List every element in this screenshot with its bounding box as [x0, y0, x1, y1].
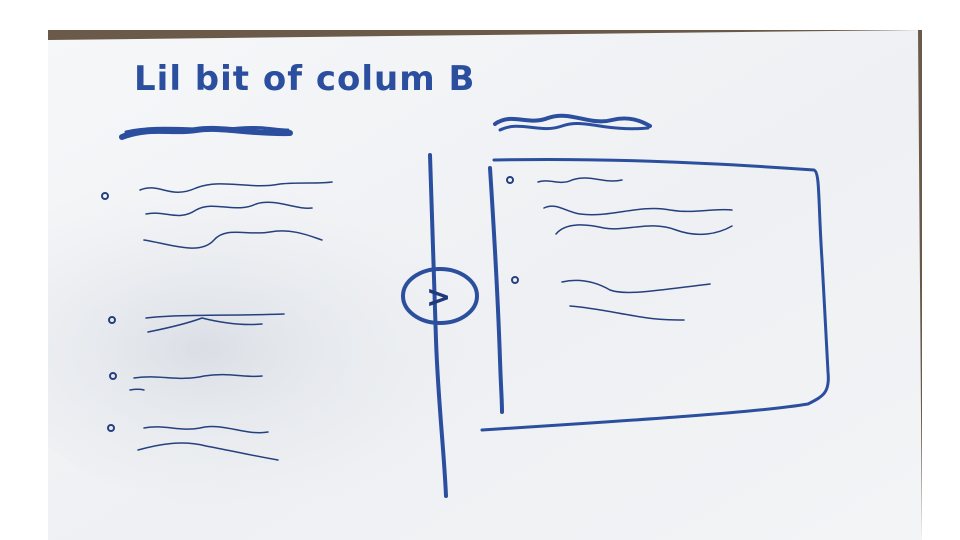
- bullet-icon: [108, 316, 116, 324]
- bullet-icon: [506, 176, 514, 184]
- left-list: [101, 181, 333, 461]
- left-heading-scribble: [119, 125, 293, 140]
- bullet-icon: [107, 424, 115, 432]
- column-b-panel: [480, 157, 830, 432]
- panel-list-item: [506, 176, 733, 236]
- left-margin: [0, 0, 48, 540]
- collapse-toggle[interactable]: >: [401, 267, 479, 325]
- shadow-area: [0, 140, 620, 520]
- sketch-title: Lil bit of colum B: [134, 59, 475, 99]
- bullet-icon: [511, 276, 519, 284]
- bullet-icon: [101, 192, 109, 200]
- list-item: [101, 181, 333, 249]
- list-item: [108, 313, 285, 333]
- bullet-icon: [109, 372, 117, 380]
- chevron-right-icon[interactable]: >: [426, 280, 451, 315]
- list-item: [109, 372, 263, 391]
- column-divider: [428, 153, 448, 498]
- top-margin: [0, 0, 960, 30]
- right-heading-scribble: [493, 113, 652, 132]
- panel-border: [480, 157, 830, 432]
- list-item: [107, 424, 279, 461]
- right-margin: [922, 0, 960, 540]
- panel-left-edge: [488, 166, 504, 414]
- toggle-circle[interactable]: [401, 267, 479, 325]
- panel-list-item: [511, 276, 711, 321]
